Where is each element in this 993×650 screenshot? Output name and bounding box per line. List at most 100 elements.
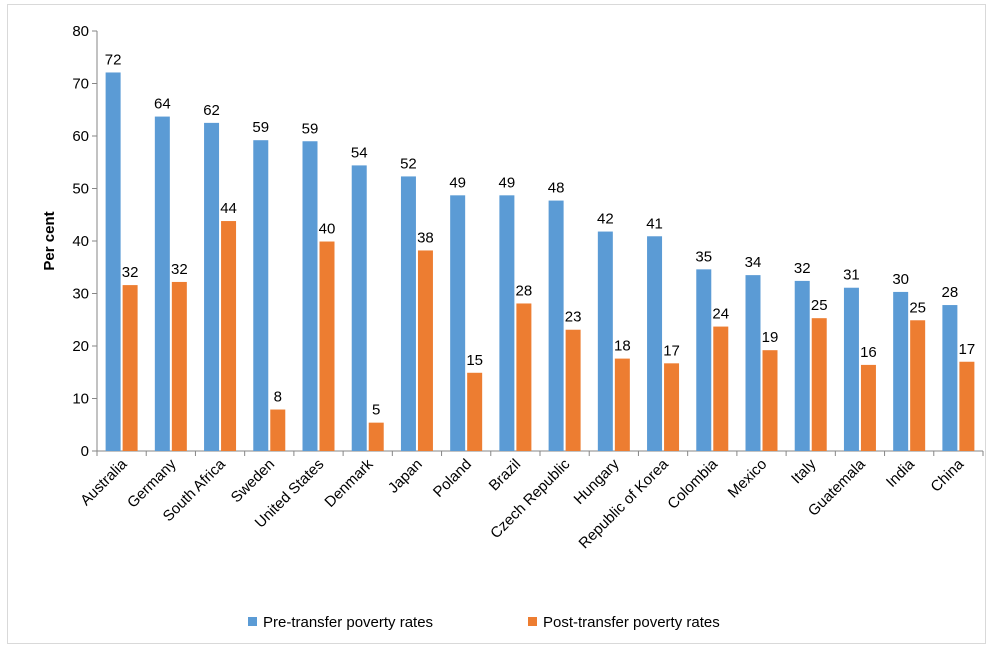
x-tick-label: Denmark [321, 455, 376, 510]
x-tick-label: Mexico [725, 456, 771, 502]
data-label-post-transfer: 18 [614, 338, 631, 355]
bar-pre-transfer [450, 195, 466, 451]
bar-pre-transfer [105, 72, 121, 451]
data-label-post-transfer: 17 [663, 342, 680, 359]
bar-pre-transfer [942, 305, 958, 451]
data-label-pre-transfer: 49 [449, 174, 466, 191]
data-label-post-transfer: 16 [860, 344, 877, 361]
data-label-post-transfer: 38 [417, 229, 434, 246]
bar-post-transfer [122, 285, 138, 451]
data-label-post-transfer: 23 [565, 309, 582, 326]
data-label-pre-transfer: 62 [203, 102, 220, 119]
y-tick-label: 30 [72, 286, 89, 303]
data-label-post-transfer: 24 [712, 306, 729, 323]
data-label-post-transfer: 5 [372, 402, 380, 419]
bar-pre-transfer [400, 176, 416, 452]
bar-post-transfer [368, 422, 384, 451]
x-tick-label: Colombia [664, 455, 721, 512]
bar-pre-transfer [647, 236, 663, 451]
bar-post-transfer [959, 361, 975, 451]
x-tick-label: Italy [788, 455, 820, 487]
bar-post-transfer [467, 372, 483, 451]
bar-pre-transfer [893, 291, 909, 451]
bar-pre-transfer [745, 275, 761, 451]
y-tick-label: 60 [72, 128, 89, 145]
bar-pre-transfer [597, 231, 613, 451]
data-label-pre-transfer: 31 [843, 267, 860, 284]
data-label-pre-transfer: 34 [745, 254, 762, 271]
bar-pre-transfer [302, 141, 318, 451]
data-label-pre-transfer: 32 [794, 260, 811, 277]
data-label-pre-transfer: 64 [154, 96, 171, 113]
y-tick-label: 20 [72, 338, 89, 355]
bar-pre-transfer [204, 122, 220, 451]
bar-post-transfer [516, 303, 532, 451]
data-label-post-transfer: 32 [122, 264, 139, 281]
data-label-pre-transfer: 41 [646, 215, 663, 232]
legend-swatch-pre-transfer [248, 617, 257, 626]
bar-post-transfer [762, 350, 778, 451]
bar-post-transfer [860, 364, 876, 451]
data-label-post-transfer: 19 [762, 329, 779, 346]
bar-pre-transfer [499, 195, 515, 451]
bar-post-transfer [614, 358, 630, 451]
bar-pre-transfer [548, 200, 564, 451]
bar-post-transfer [221, 221, 237, 451]
bar-pre-transfer [696, 269, 712, 451]
bar-post-transfer [171, 281, 187, 451]
y-tick-label: 40 [72, 233, 89, 250]
legend-swatch-post-transfer [528, 617, 537, 626]
x-tick-label: Republic of Korea [576, 455, 673, 552]
bar-pre-transfer [154, 116, 170, 451]
data-label-pre-transfer: 59 [252, 119, 269, 136]
data-label-pre-transfer: 59 [302, 120, 319, 137]
bar-pre-transfer [843, 287, 859, 451]
bar-pre-transfer [351, 165, 367, 451]
y-tick-label: 0 [81, 443, 89, 460]
y-tick-label: 10 [72, 391, 89, 408]
x-tick-label: India [883, 455, 918, 490]
data-label-pre-transfer: 72 [105, 51, 122, 68]
bar-post-transfer [910, 320, 926, 451]
x-tick-label: Brazil [486, 456, 525, 495]
data-label-post-transfer: 32 [171, 261, 188, 278]
y-tick-label: 50 [72, 181, 89, 198]
data-label-post-transfer: 28 [516, 282, 533, 299]
data-label-post-transfer: 44 [220, 200, 237, 217]
bar-pre-transfer [794, 280, 810, 451]
y-axis-label: Per cent [41, 211, 58, 270]
legend-label-pre-transfer: Pre-transfer poverty rates [263, 614, 433, 631]
y-tick-label: 70 [72, 76, 89, 93]
bar-post-transfer [417, 250, 433, 451]
legend: Pre-transfer poverty rates Post-transfer… [248, 614, 720, 631]
data-label-post-transfer: 15 [466, 352, 483, 369]
data-label-pre-transfer: 54 [351, 144, 368, 161]
data-label-pre-transfer: 48 [548, 180, 565, 197]
bar-post-transfer [713, 326, 729, 451]
data-label-pre-transfer: 28 [942, 284, 959, 301]
legend-label-post-transfer: Post-transfer poverty rates [543, 614, 720, 631]
data-label-pre-transfer: 52 [400, 155, 417, 172]
x-tick-label: Sweden [228, 456, 278, 506]
data-label-post-transfer: 40 [319, 221, 336, 238]
data-label-pre-transfer: 35 [695, 248, 712, 265]
x-tick-label: Japan [385, 456, 426, 497]
bar-post-transfer [270, 409, 286, 451]
bar-post-transfer [319, 241, 335, 451]
data-label-pre-transfer: 42 [597, 211, 614, 228]
data-label-post-transfer: 25 [811, 297, 828, 314]
y-tick-label: 80 [72, 23, 89, 40]
data-label-post-transfer: 8 [274, 389, 282, 406]
data-label-post-transfer: 25 [909, 299, 926, 316]
bar-pre-transfer [253, 140, 269, 451]
data-label-post-transfer: 17 [959, 341, 976, 358]
bar-post-transfer [811, 318, 827, 451]
x-tick-label: Poland [430, 456, 475, 501]
data-label-pre-transfer: 49 [499, 174, 516, 191]
data-label-pre-transfer: 30 [892, 271, 909, 288]
x-tick-label: China [927, 455, 967, 495]
bar-post-transfer [565, 329, 581, 451]
x-tick-label: Australia [77, 455, 131, 509]
bar-post-transfer [664, 363, 680, 451]
